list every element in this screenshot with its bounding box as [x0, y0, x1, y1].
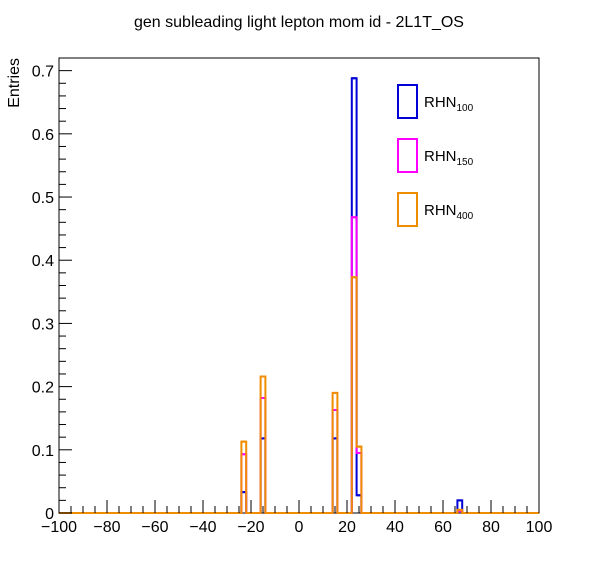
- x-tick-label: 100: [526, 519, 553, 536]
- legend-entry: RHN100: [397, 84, 474, 119]
- x-tick-label: 20: [338, 519, 356, 536]
- legend-swatch: [397, 84, 418, 119]
- histogram-outline: [59, 216, 539, 514]
- legend-swatch: [397, 138, 418, 173]
- y-tick-label: 0.7: [32, 64, 54, 81]
- x-tick-label: 40: [386, 519, 404, 536]
- x-tick-label: −20: [237, 519, 264, 536]
- y-axis-label: Entries: [6, 58, 23, 108]
- y-tick-label: 0.4: [32, 253, 54, 270]
- legend-label: RHN400: [424, 202, 474, 222]
- x-tick-label: −40: [189, 519, 216, 536]
- legend-label: RHN100: [424, 94, 474, 114]
- y-tick-label: 0: [45, 506, 54, 523]
- y-tick-label: 0.6: [32, 127, 54, 144]
- x-tick-label: −100: [41, 519, 77, 536]
- y-tick-label: 0.3: [32, 316, 54, 333]
- x-tick-label: −60: [141, 519, 168, 536]
- series-rhn-400: [59, 276, 539, 514]
- legend-swatch: [397, 192, 418, 227]
- legend-subscript: 150: [457, 157, 474, 168]
- y-tick-label: 0.2: [32, 380, 54, 397]
- y-tick-label: 0.1: [32, 443, 54, 460]
- histogram-outline: [59, 276, 539, 514]
- x-tick-label: −80: [93, 519, 120, 536]
- series-rhn-150: [59, 216, 539, 514]
- legend-entry: RHN400: [397, 192, 474, 227]
- legend-subscript: 100: [457, 103, 474, 114]
- histogram-outline: [59, 77, 539, 514]
- series-rhn-100: [59, 77, 539, 514]
- x-tick-label: 60: [434, 519, 452, 536]
- x-tick-label: 80: [482, 519, 500, 536]
- x-tick-label: 0: [295, 519, 304, 536]
- legend-subscript: 400: [457, 211, 474, 222]
- plot-frame: [58, 57, 540, 514]
- chart-title: gen subleading light lepton mom id - 2L1…: [134, 14, 464, 31]
- y-tick-label: 0.5: [32, 190, 54, 207]
- legend-label: RHN150: [424, 148, 474, 168]
- legend-entry: RHN150: [397, 138, 474, 173]
